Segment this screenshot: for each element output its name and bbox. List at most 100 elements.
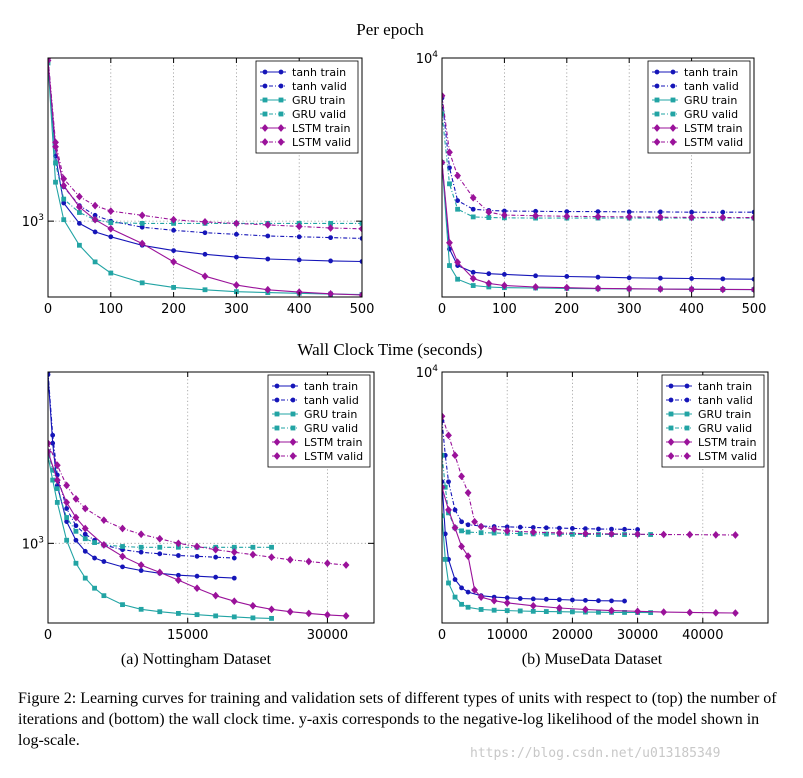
data-point-lstm-train [100, 541, 108, 549]
data-point-lstm-train [91, 215, 99, 224]
data-point-tanh-valid [138, 549, 144, 555]
data-point-gru-train [176, 611, 181, 616]
x-tick-label: 200 [554, 302, 579, 317]
legend-marker [289, 438, 297, 446]
legend-marker [654, 111, 660, 117]
x-tick-label: 30000 [617, 628, 658, 643]
data-point-tanh-train [720, 276, 726, 282]
data-point-lstm-train [324, 611, 331, 619]
data-point-tanh-train [231, 575, 237, 581]
data-point-lstm-valid [212, 545, 220, 554]
legend-marker [262, 111, 268, 117]
series-line-gru-valid [48, 451, 272, 548]
data-point-lstm-valid [264, 221, 272, 229]
legend-marker [668, 411, 674, 417]
axes-frame [47, 57, 363, 298]
legend-item-tanh-valid: tanh valid [666, 394, 753, 407]
data-point-lstm-train [458, 542, 465, 551]
data-point-tanh-valid [231, 555, 237, 561]
data-point-gru-train [61, 217, 67, 223]
series-line-tanh-valid [442, 420, 638, 531]
data-point-tanh-valid [543, 525, 549, 531]
legend-label: GRU valid [292, 108, 346, 121]
legend-marker [274, 411, 280, 417]
data-point-gru-valid [139, 220, 145, 226]
data-point-lstm-valid [63, 481, 71, 490]
data-point-gru-valid [455, 206, 460, 212]
data-point-gru-valid [250, 544, 256, 550]
legend-item-gru-train: GRU train [666, 408, 751, 421]
data-point-lstm-valid [594, 212, 602, 221]
data-point-tanh-valid [64, 506, 70, 511]
data-point-gru-train [570, 609, 575, 615]
data-point-tanh-valid [465, 522, 471, 528]
data-point-tanh-train [64, 519, 70, 524]
data-point-lstm-valid [442, 91, 446, 100]
data-point-tanh-train [569, 597, 575, 603]
data-point-gru-valid [442, 452, 445, 458]
data-point-lstm-train [446, 238, 453, 247]
series-gru-valid [442, 452, 654, 537]
data-point-gru-train [491, 607, 497, 613]
data-point-lstm-train [712, 608, 720, 617]
data-point-lstm-train [72, 513, 80, 522]
series-line-tanh-valid [48, 58, 362, 239]
data-point-lstm-valid [490, 525, 498, 533]
legend-item-lstm-valid: LSTM valid [652, 136, 743, 149]
data-point-tanh-train [530, 596, 536, 602]
x-tick-label: 0 [438, 302, 446, 317]
legend-marker [654, 83, 660, 89]
data-point-gru-train [269, 615, 274, 621]
data-point-lstm-train [656, 285, 664, 293]
legend-marker [667, 452, 675, 460]
data-point-lstm-valid [445, 431, 452, 440]
data-point-lstm-valid [327, 224, 335, 232]
row-title-per-epoch: Per epoch [356, 20, 424, 39]
data-point-lstm-train [327, 289, 335, 297]
data-point-lstm-valid [137, 530, 145, 539]
data-point-tanh-train [564, 274, 570, 279]
legend-marker [668, 383, 674, 389]
data-point-lstm-train [232, 281, 240, 289]
data-point-lstm-train [451, 523, 459, 532]
data-point-lstm-train [268, 605, 275, 614]
data-point-lstm-train [532, 283, 540, 291]
data-point-lstm-valid [230, 548, 238, 557]
data-point-gru-train [504, 608, 510, 613]
data-point-tanh-train [486, 271, 492, 277]
data-point-lstm-valid [201, 218, 209, 226]
data-point-tanh-valid [194, 553, 200, 559]
data-point-lstm-train [477, 593, 485, 601]
plot-area [48, 372, 350, 621]
data-point-lstm-train [107, 224, 115, 233]
data-point-tanh-valid [296, 234, 302, 240]
legend-item-gru-train: GRU train [260, 94, 345, 107]
data-point-gru-valid [120, 544, 125, 549]
data-point-lstm-valid [451, 451, 459, 460]
data-point-lstm-train [264, 285, 272, 294]
data-point-lstm-train [608, 606, 615, 615]
data-point-tanh-valid [82, 531, 88, 537]
data-point-lstm-train [454, 258, 462, 267]
data-point-gru-train [455, 276, 460, 282]
data-point-gru-train [470, 283, 476, 288]
data-point-gru-train [108, 270, 114, 276]
subcaption-musedata: (b) MuseData Dataset [521, 651, 663, 668]
data-point-gru-train [64, 537, 70, 543]
data-point-tanh-train [517, 596, 523, 601]
data-point-lstm-train [193, 584, 201, 593]
data-point-lstm-valid [582, 529, 589, 538]
series-gru-train [48, 453, 274, 621]
legend-label: tanh train [684, 66, 738, 79]
legend-marker [669, 138, 677, 146]
series-lstm-valid [442, 91, 754, 222]
data-point-tanh-train [92, 555, 97, 561]
legend-label: GRU train [292, 94, 345, 107]
legend-label: tanh valid [292, 80, 347, 93]
data-point-lstm-train [249, 601, 257, 610]
data-point-tanh-train [689, 276, 694, 281]
series-tanh-train [442, 160, 754, 282]
data-point-tanh-valid [328, 235, 333, 241]
